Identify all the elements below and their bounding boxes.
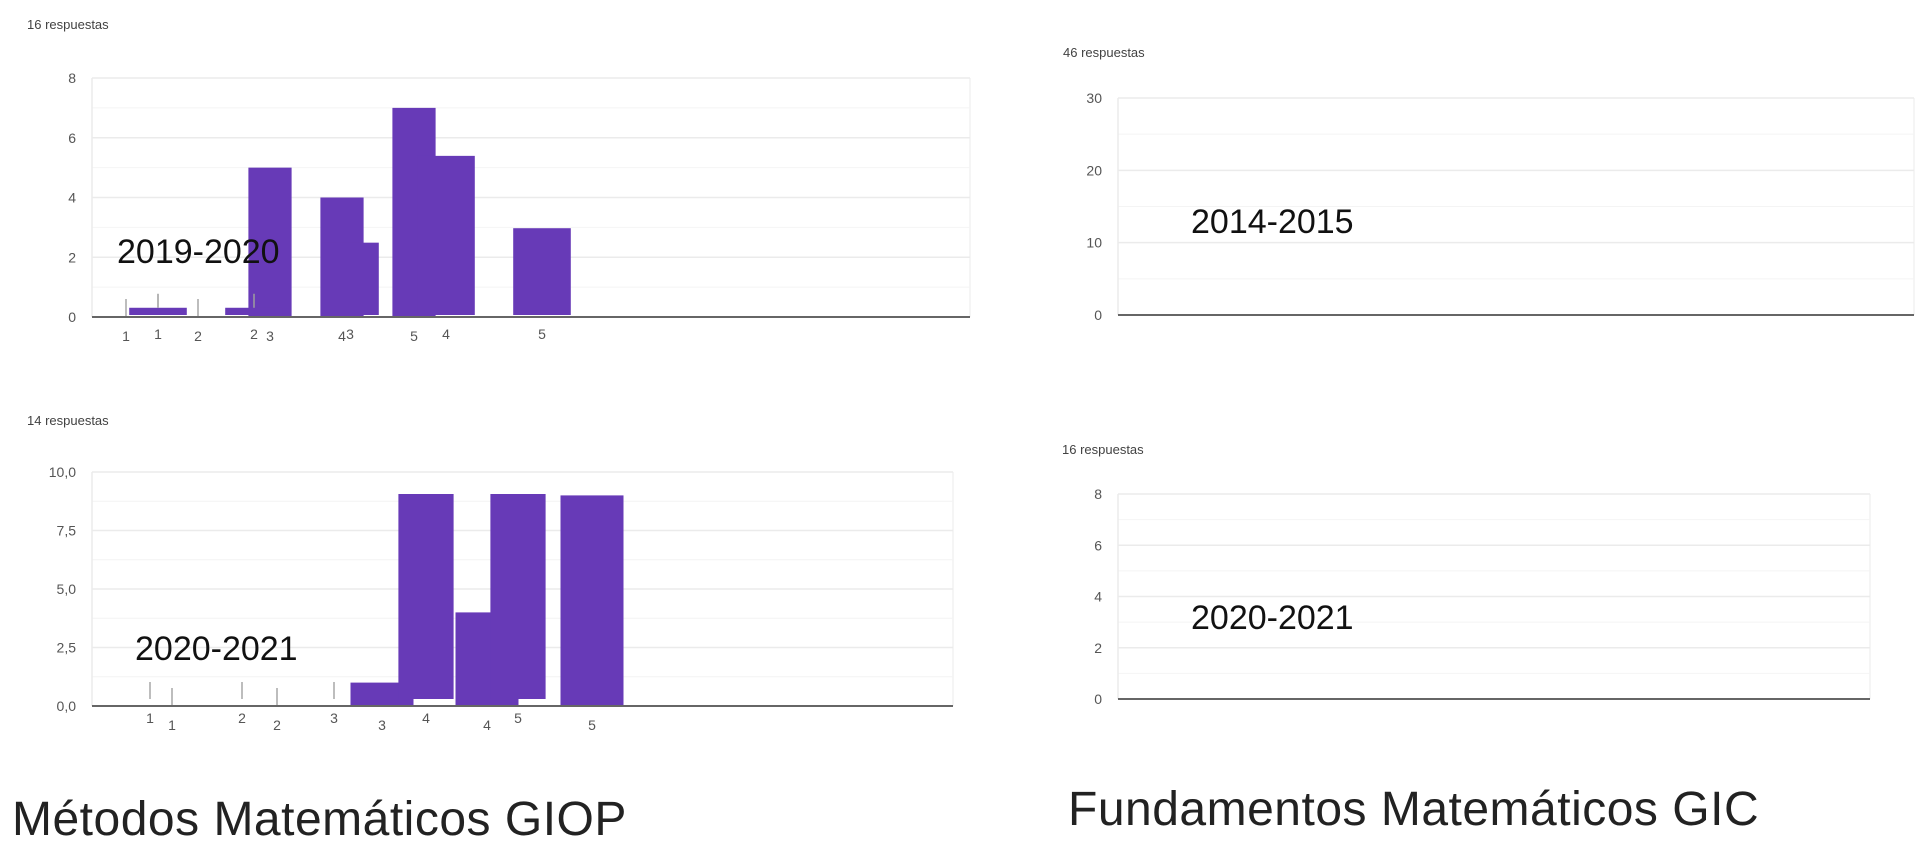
y-tick-label: 4 <box>1094 589 1102 605</box>
x-tick-label: 4 <box>422 710 430 726</box>
y-tick-label: 0,0 <box>57 698 77 714</box>
group-title-gic: Fundamentos Matemáticos GIC <box>1068 783 1760 836</box>
x-tick-label: 4 <box>483 717 491 733</box>
y-tick-label: 8 <box>1094 486 1102 502</box>
x-tick-label: 4 <box>442 326 450 342</box>
x-tick-label: 5 <box>514 710 522 726</box>
y-tick-label: 6 <box>68 130 76 146</box>
x-tick-label: 5 <box>538 326 546 342</box>
y-tick-label: 7,5 <box>57 523 77 539</box>
x-tick-label: 2 <box>194 328 202 344</box>
x-tick-label: 5 <box>410 328 418 344</box>
x-tick-label: 2 <box>250 326 258 342</box>
response-count: 14 respuestas <box>27 413 109 428</box>
x-tick-label: 1 <box>154 326 162 342</box>
bar <box>225 307 283 315</box>
y-tick-label: 0 <box>1094 691 1102 707</box>
x-tick-label: 4 <box>338 328 346 344</box>
y-tick-label: 5,0 <box>57 581 77 597</box>
bar <box>129 307 187 315</box>
x-tick-label: 1 <box>168 717 176 733</box>
y-tick-label: 2 <box>1094 640 1102 656</box>
x-tick-label: 2 <box>273 717 281 733</box>
x-tick-label: 3 <box>378 717 386 733</box>
bar <box>560 495 624 706</box>
bar <box>398 494 454 699</box>
x-tick-label: 3 <box>266 328 274 344</box>
bar <box>490 494 546 699</box>
x-tick-label: 3 <box>330 710 338 726</box>
response-count: 16 respuestas <box>27 17 109 32</box>
y-tick-label: 10 <box>1086 235 1102 251</box>
y-tick-label: 10,0 <box>49 464 76 480</box>
response-count: 16 respuestas <box>1062 442 1144 457</box>
year-label: 2020-2021 <box>1191 599 1354 637</box>
y-tick-label: 6 <box>1094 537 1102 553</box>
bar-chart-2020-2021-gic: 0 2 4 6 8 1 2 3 4 5 <box>146 486 1871 726</box>
x-tick-label: 3 <box>346 326 354 342</box>
bar <box>248 167 292 317</box>
year-label: 2020-2021 <box>135 630 298 668</box>
bar <box>350 682 414 706</box>
y-tick-label: 8 <box>68 70 76 86</box>
x-tick-label: 5 <box>588 717 596 733</box>
x-tick-label: 2 <box>238 710 246 726</box>
y-tick-label: 20 <box>1086 162 1102 178</box>
response-count: 46 respuestas <box>1063 45 1145 60</box>
bar <box>417 155 475 315</box>
year-label: 2014-2015 <box>1191 203 1354 241</box>
group-title-giop: Métodos Matemáticos GIOP <box>12 793 627 846</box>
y-tick-label: 0 <box>68 309 76 325</box>
x-tick-label: 1 <box>122 328 130 344</box>
x-tick-label: 1 <box>146 710 154 726</box>
bar <box>321 242 379 315</box>
bar <box>513 228 571 315</box>
y-tick-label: 30 <box>1086 90 1102 106</box>
y-tick-label: 0 <box>1094 307 1102 323</box>
y-tick-label: 2 <box>68 249 76 265</box>
year-label: 2019-2020 <box>117 233 280 271</box>
y-tick-label: 4 <box>68 190 76 206</box>
y-tick-label: 2,5 <box>57 640 77 656</box>
